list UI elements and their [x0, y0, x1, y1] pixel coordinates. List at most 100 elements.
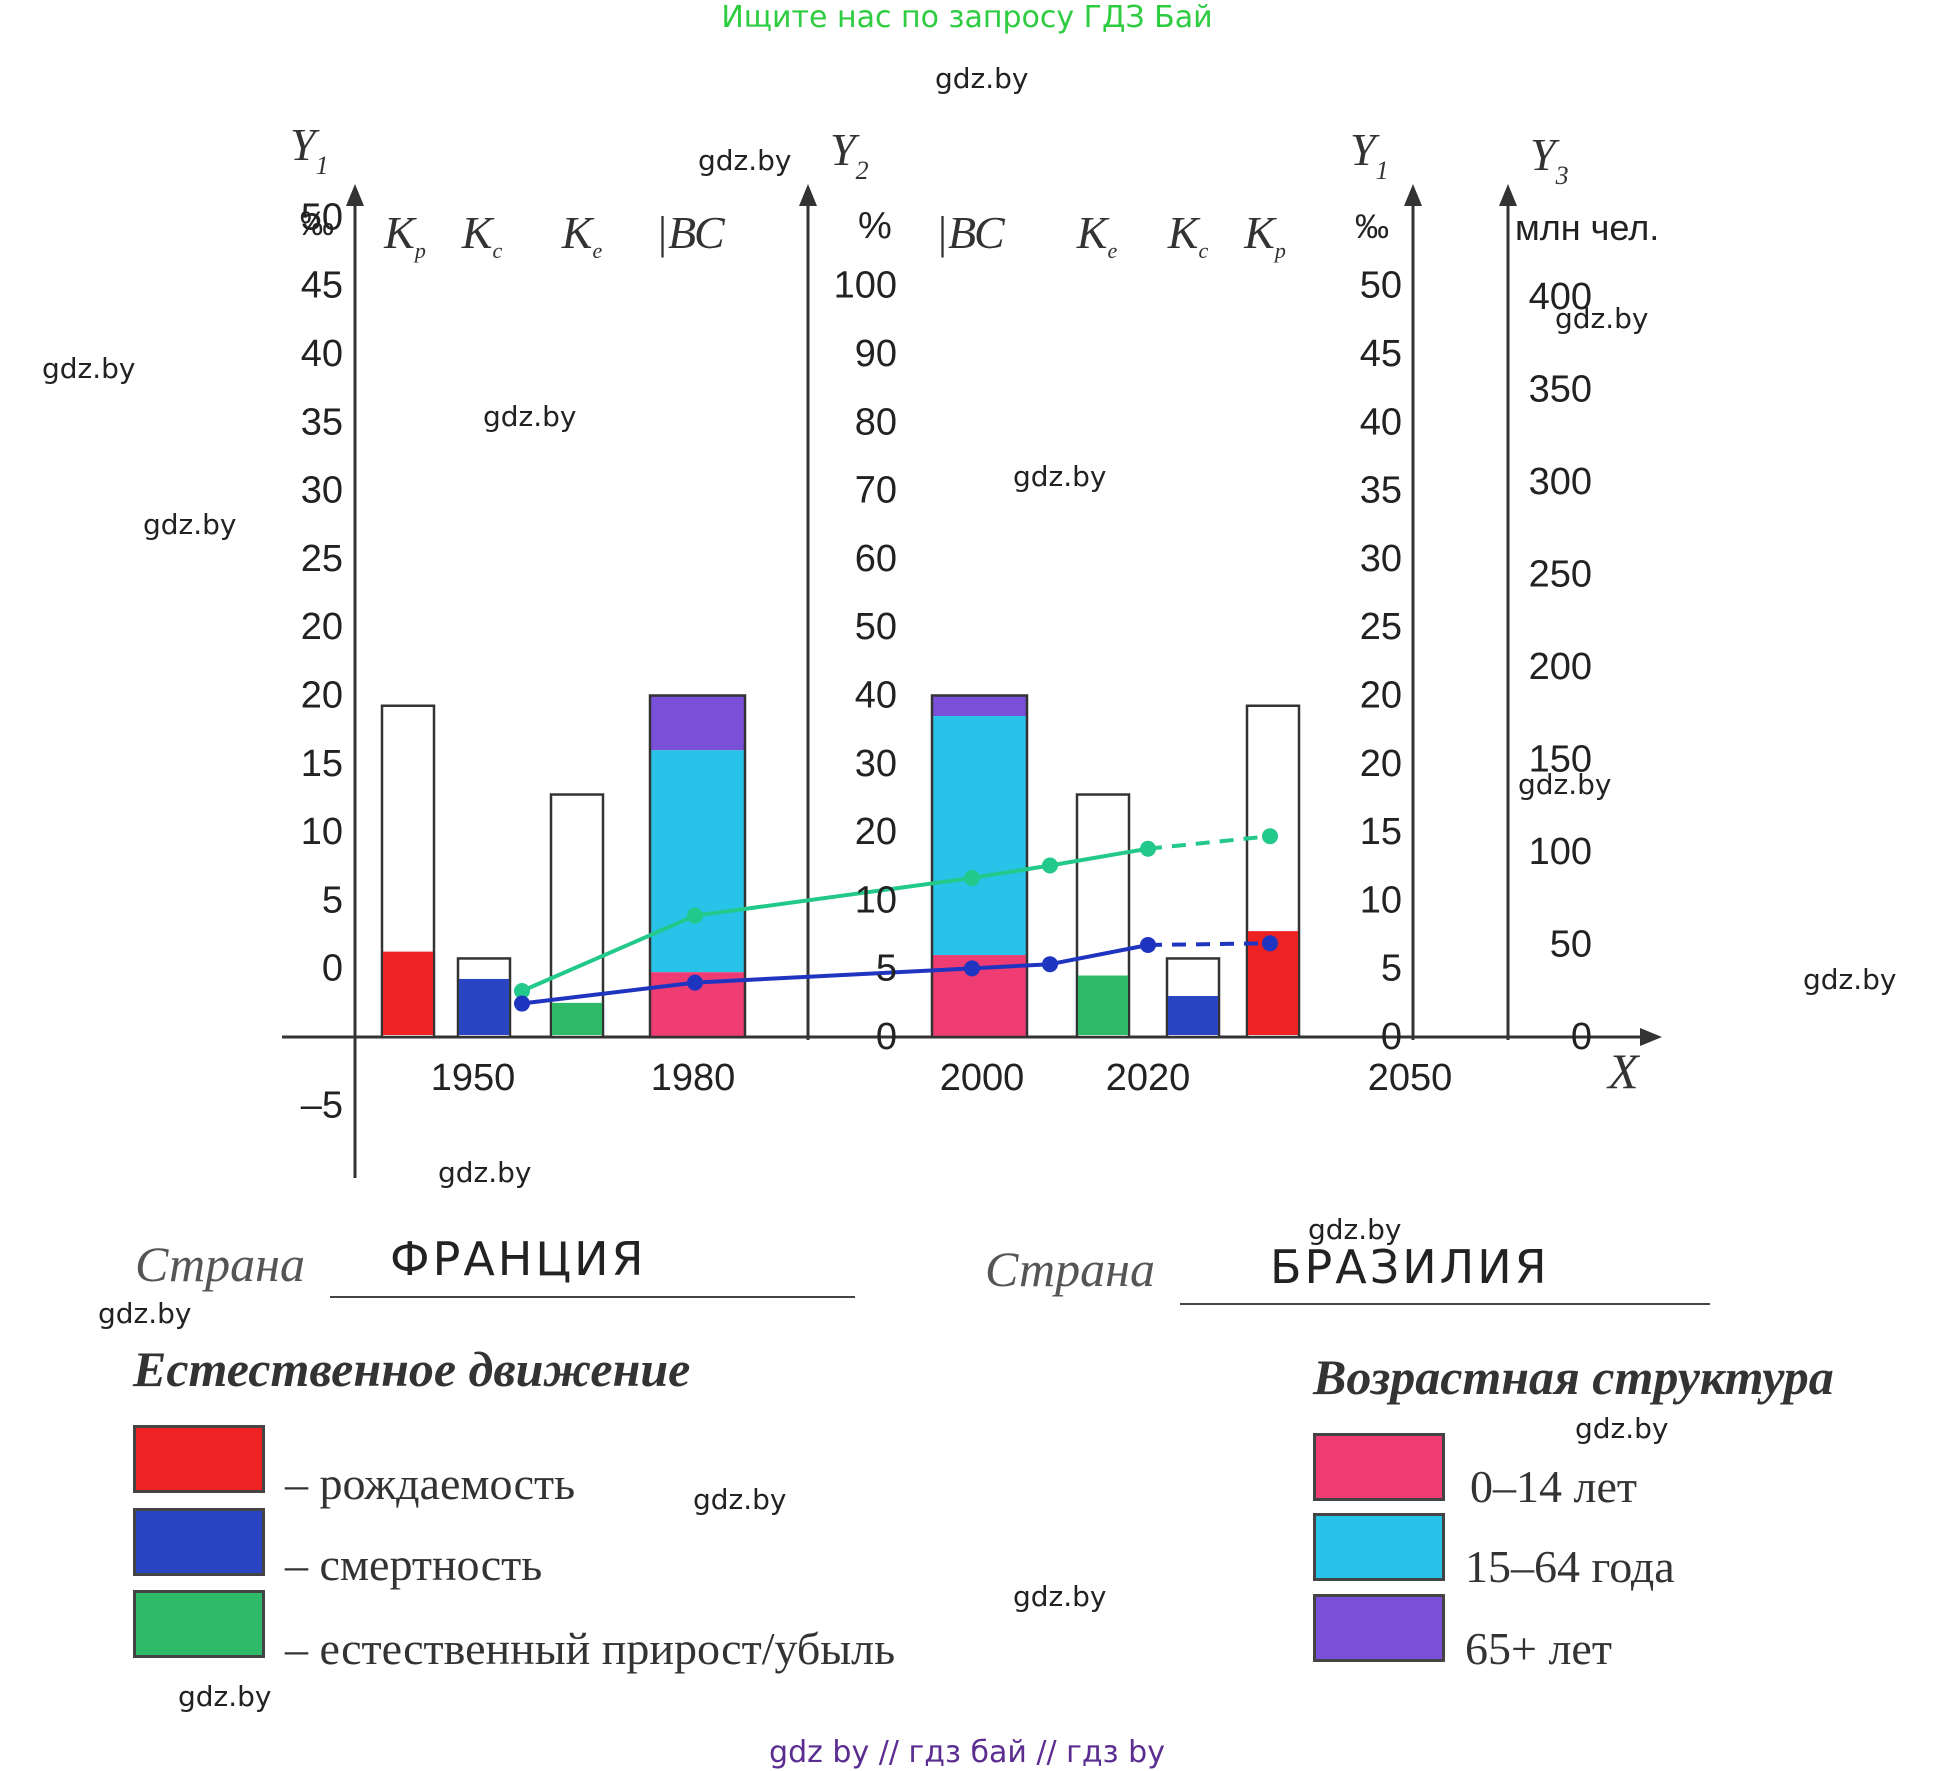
legend-swatch-age-0-14	[1313, 1433, 1445, 1501]
bar-header-label: Kе	[561, 207, 603, 263]
legend-natural-title: Естественное движение	[133, 1341, 691, 1397]
y1-right-tick-label: 15	[1360, 811, 1402, 853]
watermark: gdz.by	[698, 144, 792, 177]
watermark: gdz.by	[693, 1483, 787, 1516]
y1-left-tick-label: 15	[301, 743, 343, 785]
country-label-right: Страна	[985, 1241, 1155, 1297]
y1-right-axis-arrow	[1404, 184, 1422, 206]
population-point-1	[687, 974, 703, 991]
legend-swatch-age-15-64	[1313, 1513, 1445, 1581]
y1-right-tick-label: 10	[1360, 879, 1402, 921]
watermark: gdz.by	[1518, 768, 1612, 801]
y3-tick-label: 200	[1529, 646, 1592, 688]
bar-header-label: Kе	[1076, 207, 1118, 263]
watermark: gdz.by	[1308, 1213, 1402, 1246]
bottom-banner: gdz by // гдз бай // гдз by	[769, 1735, 1165, 1770]
watermark: gdz.by	[98, 1297, 192, 1330]
y2-tick-label: 30	[855, 743, 897, 785]
population-point-0	[687, 907, 703, 924]
y3-axis-label: Y3	[1530, 129, 1569, 190]
y1-right-tick-label: 30	[1360, 538, 1402, 580]
y1-left-tick-label: 10	[301, 811, 343, 853]
y1-left-tick-label: 20	[301, 606, 343, 648]
population-point-1	[1140, 936, 1156, 953]
rate-bar-fill-left	[459, 978, 509, 1035]
y1-right-tick-label: 20	[1360, 743, 1402, 785]
y1-left-tick-label: 20	[301, 675, 343, 717]
watermark: gdz.by	[42, 352, 136, 385]
y3-tick-label: 50	[1550, 924, 1592, 966]
y1-right-tick-label: 25	[1360, 606, 1402, 648]
x-tick-label: 1980	[651, 1057, 736, 1099]
watermark: gdz.by	[1575, 1412, 1669, 1445]
x-axis-label: X	[1606, 1043, 1641, 1099]
age-bar-15-64	[650, 750, 745, 973]
y1-left-tick-label: 45	[301, 265, 343, 307]
watermark: gdz.by	[1803, 963, 1897, 996]
age-bar-65-plus	[932, 695, 1027, 716]
population-point-0	[1262, 828, 1278, 845]
y2-tick-label: 90	[855, 333, 897, 375]
legend-swatch-age-65-plus	[1313, 1594, 1445, 1662]
y1-left-tick-label: 40	[301, 333, 343, 375]
age-bar-15-64	[932, 715, 1027, 956]
y2-tick-label: 50	[855, 606, 897, 648]
legend-label-age-65-plus: 65+ лет	[1465, 1623, 1612, 1674]
bar-header-label: |ВС	[935, 207, 1006, 258]
y1-left-unit: ‰	[300, 205, 334, 243]
population-point-1	[964, 960, 980, 977]
country-underline-left	[330, 1296, 855, 1298]
population-point-1	[514, 995, 530, 1012]
y1-right-tick-label: 40	[1360, 401, 1402, 443]
y3-tick-label: 0	[1571, 1016, 1592, 1058]
legend-label-birth: – рождаемость	[285, 1458, 576, 1509]
y2-tick-label: 5	[876, 948, 897, 990]
y3-tick-label: 300	[1529, 461, 1592, 503]
y1-left-axis-arrow	[346, 184, 364, 206]
y1-right-axis-label: Y1	[1350, 124, 1389, 185]
y1-right-tick-label: 35	[1360, 470, 1402, 512]
watermark: gdz.by	[438, 1156, 532, 1189]
y1-right-tick-label: 50	[1360, 265, 1402, 307]
y2-unit: %	[858, 205, 892, 247]
bar-header-label: Kр	[383, 207, 426, 263]
population-line-projection-1	[1147, 941, 1271, 947]
age-bar-65-plus	[650, 695, 745, 751]
legend-label-age-0-14: 0–14 лет	[1470, 1461, 1637, 1512]
population-point-0	[1140, 840, 1156, 857]
legend-swatch-growth	[133, 1590, 265, 1658]
top-banner: Ищите нас по запросу ГДЗ Бай	[721, 0, 1213, 35]
population-point-0	[514, 982, 530, 999]
rate-bar-fill-right	[1078, 975, 1128, 1035]
population-line-projection-0	[1147, 834, 1271, 851]
x-tick-label: 2000	[940, 1057, 1025, 1099]
bar-header-label: Kс	[1167, 207, 1209, 263]
legend-label-age-15-64: 15–64 года	[1465, 1541, 1675, 1592]
watermark: gdz.by	[178, 1680, 272, 1713]
y2-tick-label: 60	[855, 538, 897, 580]
watermark: gdz.by	[1555, 302, 1649, 335]
legend-age-title: Возрастная структура	[1313, 1349, 1834, 1405]
legend-label-death: – смертность	[285, 1539, 543, 1590]
y3-tick-label: 350	[1529, 369, 1592, 411]
x-tick-label: 2050	[1368, 1057, 1453, 1099]
watermark: gdz.by	[143, 508, 237, 541]
y1-right-unit: ‰	[1355, 208, 1389, 246]
y1-right-tick-label: 5	[1381, 948, 1402, 990]
population-point-1	[1262, 935, 1278, 952]
legend-swatch-death	[133, 1508, 265, 1576]
y3-tick-label: 100	[1529, 831, 1592, 873]
watermark: gdz.by	[1013, 460, 1107, 493]
y3-axis-arrow	[1499, 184, 1517, 206]
watermark: gdz.by	[1013, 1580, 1107, 1613]
y1-left-axis-label: Y1	[290, 119, 329, 180]
x-tick-label: 2020	[1106, 1057, 1191, 1099]
y1-left-tick-label: –5	[301, 1084, 343, 1126]
y3-tick-label: 400	[1529, 276, 1592, 318]
y2-tick-label: 100	[834, 265, 897, 307]
y1-right-tick-label: 45	[1360, 333, 1402, 375]
y2-tick-label: 10	[855, 879, 897, 921]
y1-left-tick-label: 30	[301, 470, 343, 512]
rate-bar-fill-right	[1168, 996, 1218, 1035]
y1-right-tick-label: 20	[1360, 675, 1402, 717]
